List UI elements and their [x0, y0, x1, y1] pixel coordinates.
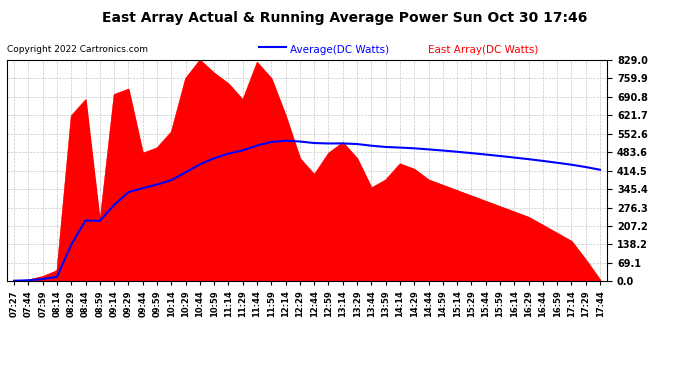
Text: East Array Actual & Running Average Power Sun Oct 30 17:46: East Array Actual & Running Average Powe…	[102, 11, 588, 25]
Text: Average(DC Watts): Average(DC Watts)	[290, 45, 389, 55]
Text: East Array(DC Watts): East Array(DC Watts)	[428, 45, 538, 55]
Text: Copyright 2022 Cartronics.com: Copyright 2022 Cartronics.com	[7, 45, 148, 54]
